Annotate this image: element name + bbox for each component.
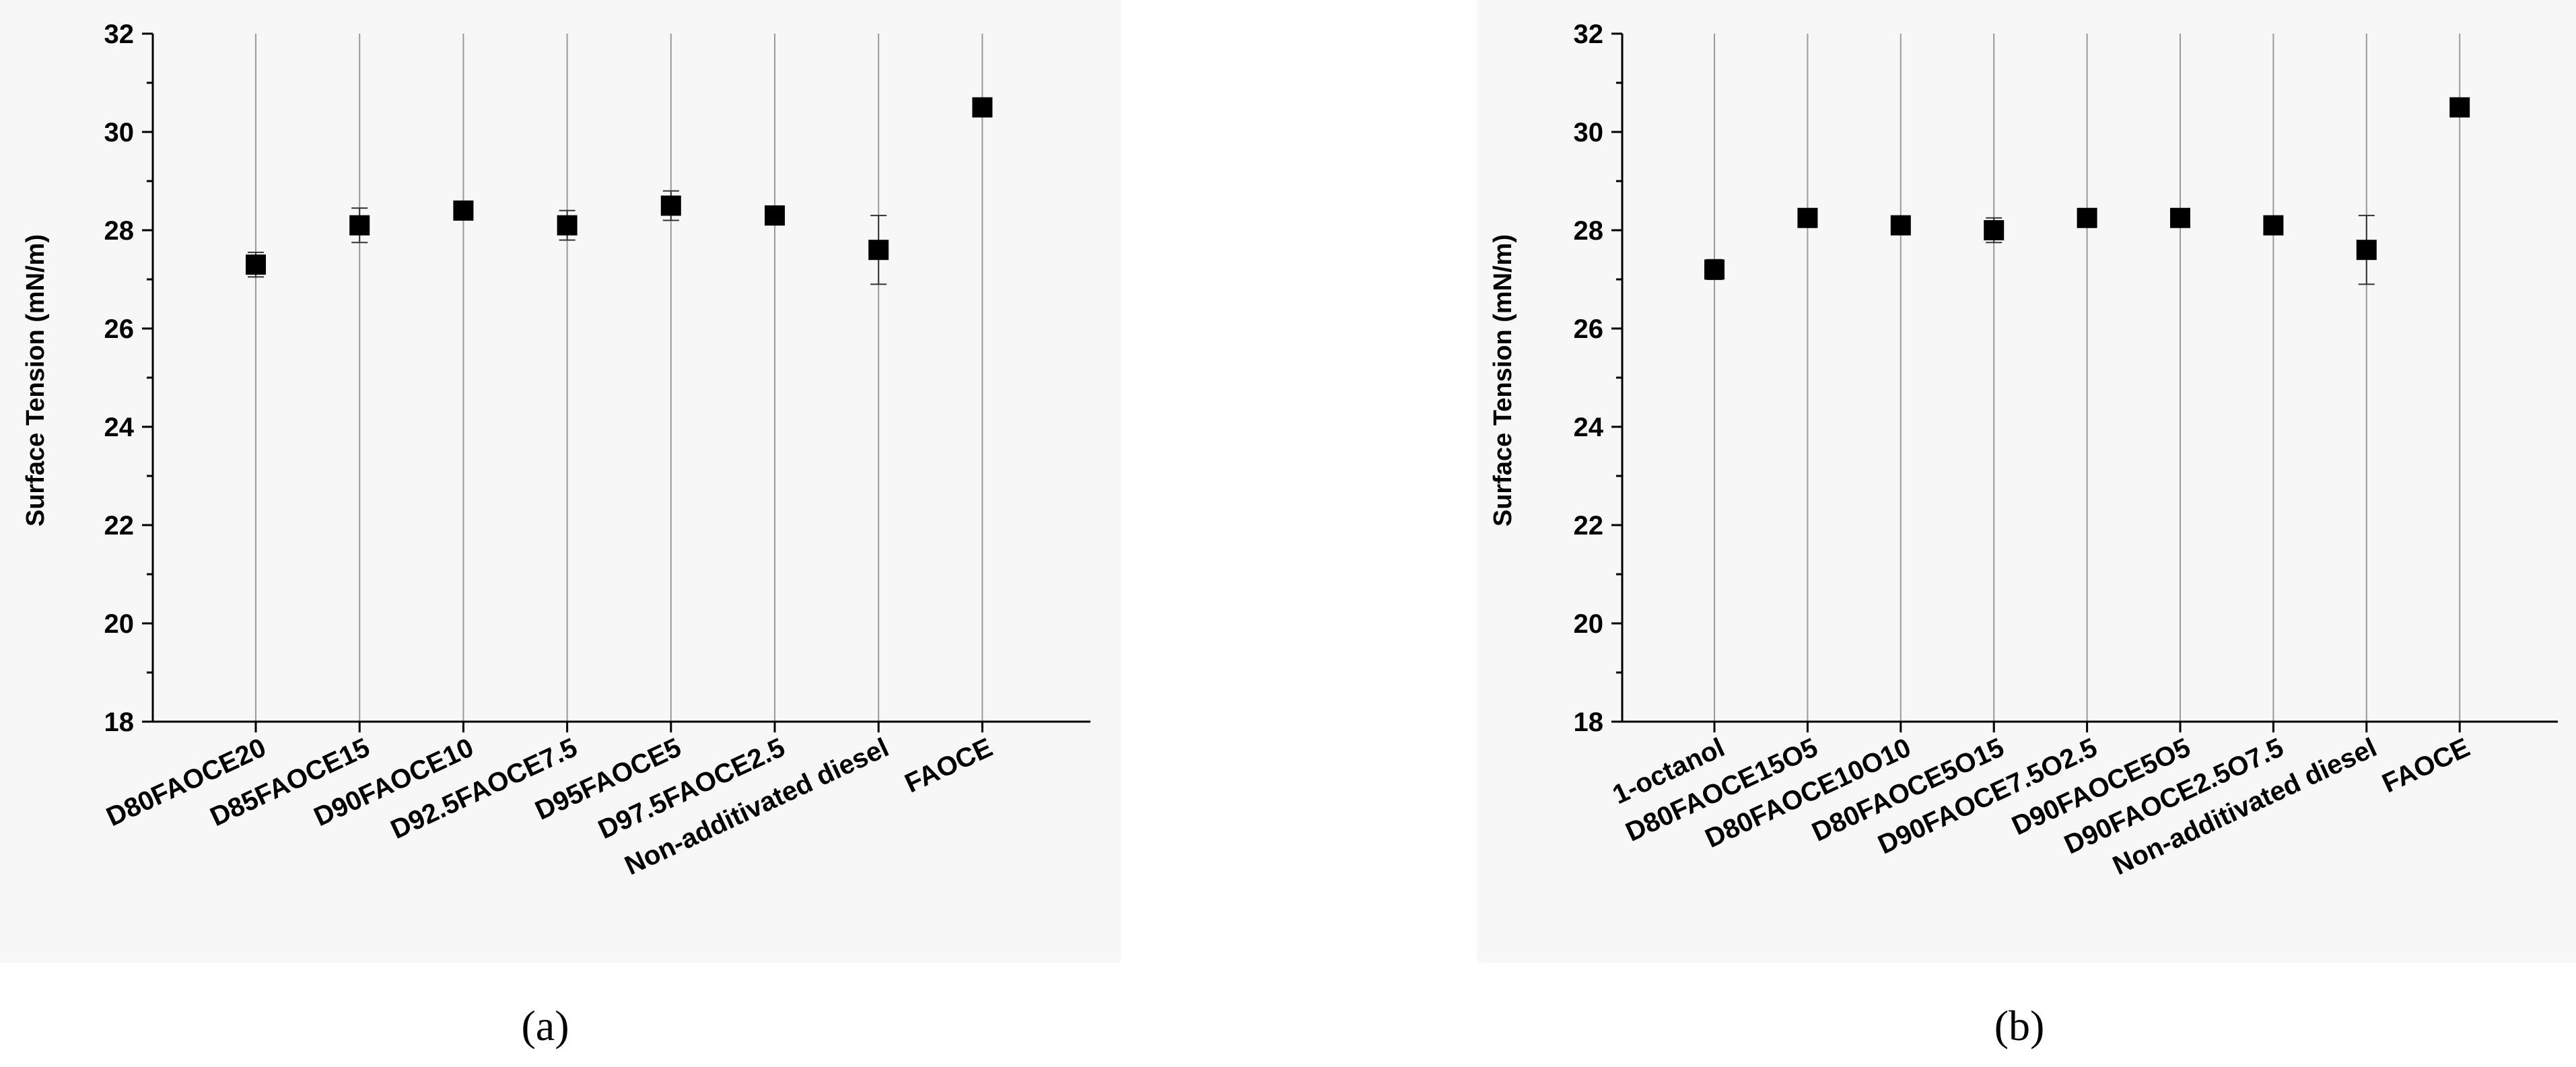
- data-point-marker: [453, 200, 474, 221]
- chart-b-gridlines: [1714, 34, 2461, 722]
- data-point-marker: [557, 215, 578, 236]
- chart-a-panel-label: (a): [521, 1002, 569, 1049]
- y-tick-label: 32: [1574, 20, 1604, 49]
- chart-a-y-tick-labels: 18 20 22 24 26 28 30 32: [104, 20, 135, 737]
- y-tick-label: 20: [104, 609, 135, 639]
- data-point-marker: [868, 240, 889, 261]
- data-point-marker: [2356, 240, 2377, 261]
- y-tick-label: 26: [1574, 314, 1604, 344]
- data-point-marker: [2449, 97, 2470, 118]
- y-tick-label: 22: [1574, 511, 1604, 541]
- data-point-marker: [246, 254, 266, 275]
- data-point-marker: [1797, 207, 1818, 228]
- chart-a-gridlines: [255, 34, 983, 722]
- chart-b-y-axis-title: Surface Tension (mN/m): [1489, 234, 1517, 526]
- y-tick-label: 18: [104, 708, 135, 737]
- data-point-marker: [972, 97, 993, 118]
- y-tick-label: 32: [104, 20, 135, 49]
- data-point-marker: [1984, 220, 2005, 240]
- y-tick-label: 24: [104, 413, 135, 442]
- chart-b-markers: [1704, 97, 2470, 285]
- y-tick-label: 28: [104, 216, 135, 246]
- data-point-marker: [349, 215, 370, 236]
- y-tick-label: 22: [104, 511, 135, 541]
- data-point-marker: [765, 205, 785, 226]
- chart-a-background: [0, 0, 1121, 963]
- data-point-marker: [1704, 259, 1725, 280]
- y-tick-label: 28: [1574, 216, 1604, 246]
- y-tick-label: 30: [1574, 118, 1604, 147]
- y-tick-label: 18: [1574, 708, 1604, 737]
- data-point-marker: [2170, 207, 2190, 228]
- chart-a-markers: [246, 97, 993, 285]
- chart-b-background: [1477, 0, 2576, 963]
- y-tick-label: 20: [1574, 609, 1604, 639]
- chart-b-axes: [1611, 32, 2558, 732]
- data-point-marker: [660, 195, 681, 216]
- y-tick-label: 26: [104, 314, 135, 344]
- chart-b-y-tick-labels: 18 20 22 24 26 28 30 32: [1574, 20, 1604, 737]
- data-point-marker: [2077, 207, 2097, 228]
- data-point-marker: [2263, 215, 2284, 236]
- chart-a-axes: [142, 32, 1090, 732]
- data-point-marker: [1890, 215, 1911, 236]
- y-tick-label: 30: [104, 118, 135, 147]
- y-tick-label: 24: [1574, 413, 1604, 442]
- chart-a-y-axis-title: Surface Tension (mN/m): [22, 234, 50, 526]
- chart-b-panel-label: (b): [1994, 1002, 2045, 1049]
